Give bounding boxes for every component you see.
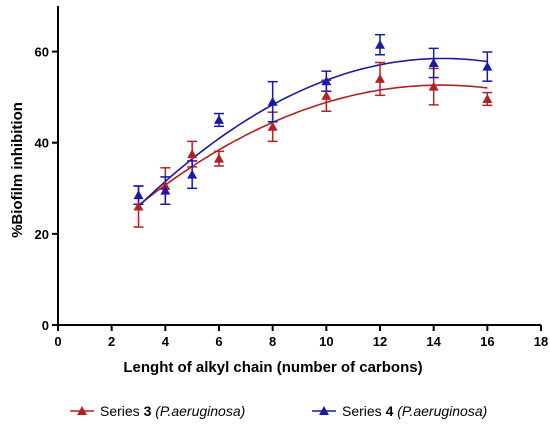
legend-marker [77,406,87,415]
legend-marker [319,406,329,415]
error-bars [133,33,493,228]
x-tick-label: 6 [215,334,222,349]
y-axis-label: %Biofilm inhibition [9,102,26,238]
x-tick-label: 0 [54,334,61,349]
s3-point [214,153,224,163]
s4-point [160,185,171,195]
legend-item-s3: Series 3 (P.aeruginosa) [70,403,245,419]
s4-point [482,61,493,71]
axes: 0 2 4 6 8 10 12 14 16 18 0 20 40 60 [35,6,548,349]
y-tick-label: 0 [42,318,49,333]
s3-fit-curve [138,84,488,206]
s4-point [428,57,439,67]
s4-point [321,76,332,86]
s3-point [133,201,144,211]
s4-point [187,169,198,179]
s3-point [267,121,278,131]
x-tick-label: 16 [480,334,494,349]
x-tick-label: 4 [162,334,170,349]
legend-label: Series 3 (P.aeruginosa) [100,403,245,419]
s4-point [375,39,385,49]
x-tick-label: 12 [373,334,387,349]
data-markers [133,39,493,211]
x-axis-label: Lenght of alkyl chain (number of carbons… [123,359,422,376]
s4-fit-curve [137,57,488,207]
x-tick-label: 18 [534,334,548,349]
legend: Series 3 (P.aeruginosa) Series 4 (P.aerug… [70,403,487,419]
legend-item-s4: Series 4 (P.aeruginosa) [312,403,487,419]
s3-point [160,181,171,191]
x-tick-label: 10 [319,334,333,349]
x-tick-label: 14 [426,334,441,349]
x-tick-label: 2 [108,334,115,349]
legend-label: Series 4 (P.aeruginosa) [342,403,487,419]
s4-point [214,114,224,124]
s4-point [267,96,278,106]
s3-point [321,90,332,100]
fit-curves [137,57,488,207]
s3-point [375,73,385,83]
y-tick-label: 40 [35,136,49,151]
s3-point [428,81,439,91]
s4-point [133,190,144,200]
y-tick-label: 60 [35,45,49,60]
s3-point [187,149,198,159]
y-tick-label: 20 [35,227,49,242]
x-tick-label: 8 [269,334,276,349]
s3-point [482,93,493,103]
